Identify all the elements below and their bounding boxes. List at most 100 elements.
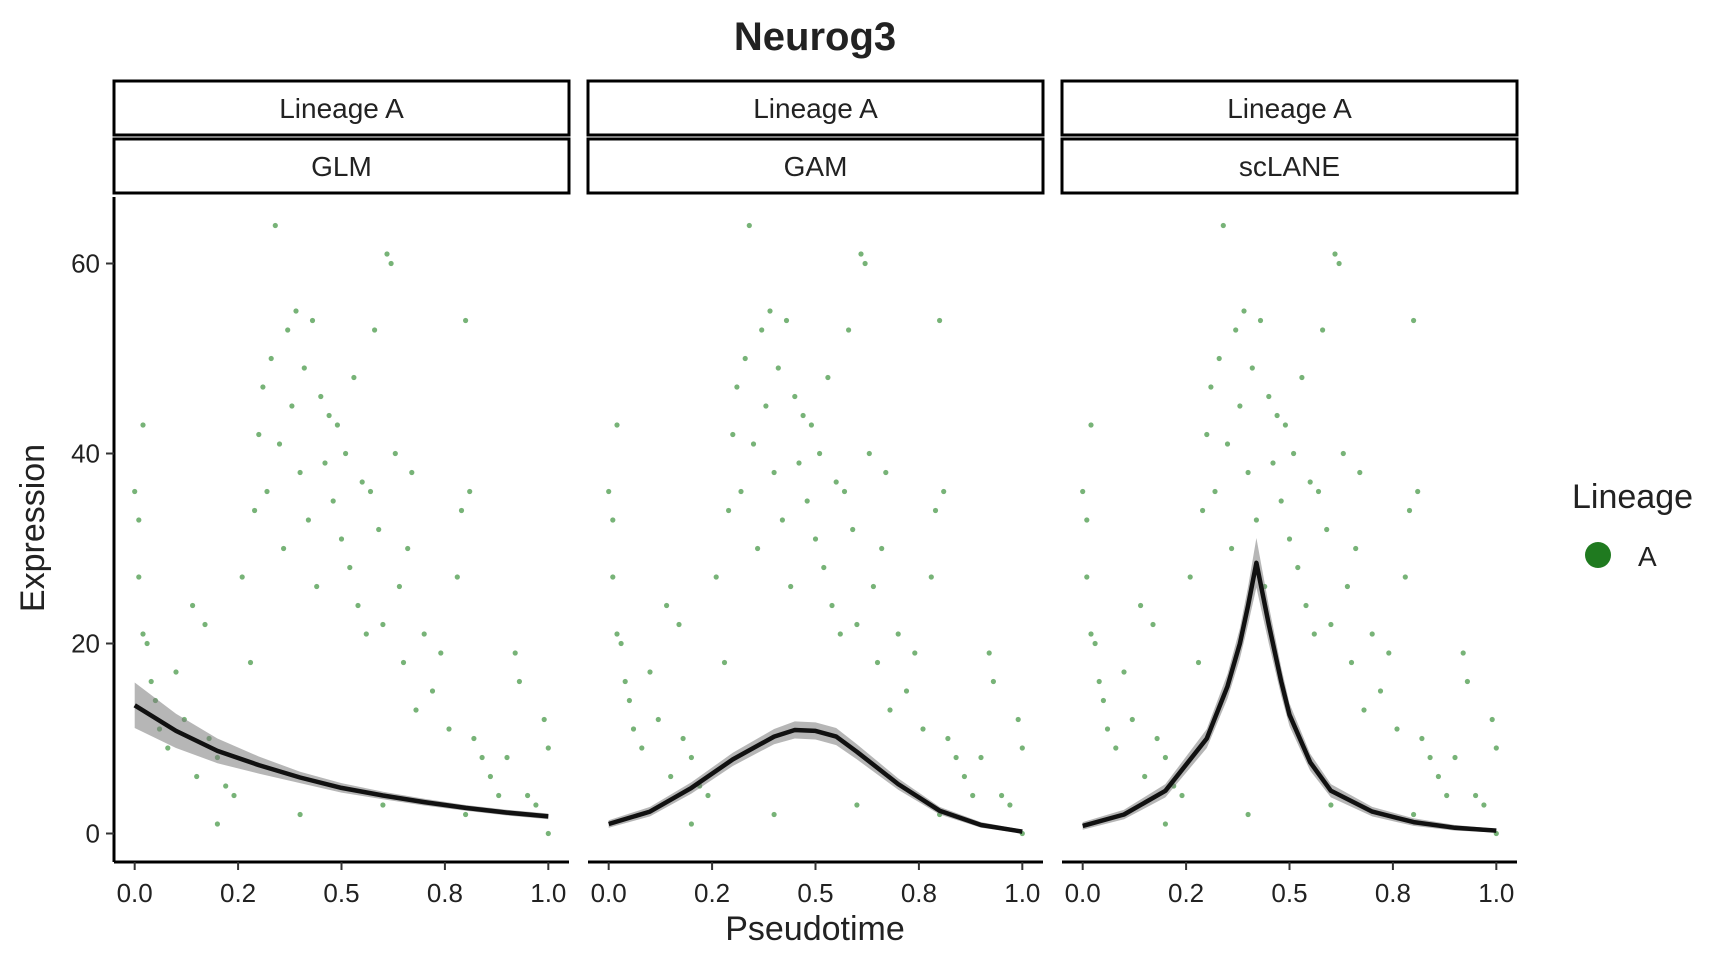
y-axis-title-layer: Expression [14, 444, 52, 612]
data-point [870, 583, 877, 590]
strip-bottom-box [1060, 137, 1519, 195]
data-point [932, 507, 939, 514]
data-point [347, 564, 353, 571]
data-point [812, 536, 819, 542]
panel-2: Lineage A GAM 0.0 0.2 0.5 0.8 1.0 [586, 79, 1045, 908]
data-point [1386, 650, 1392, 656]
legend-key-a [1585, 542, 1611, 568]
x-tick-label: 1.0 [1004, 878, 1040, 908]
data-point [467, 488, 473, 495]
data-point [713, 574, 719, 580]
y-axis: 0 20 40 60 [71, 197, 116, 862]
data-point [1489, 716, 1495, 723]
data-point [808, 422, 815, 428]
data-point [1411, 811, 1417, 818]
data-point [268, 355, 274, 362]
data-point [647, 669, 653, 675]
data-point [409, 469, 415, 476]
data-point [837, 631, 843, 637]
data-point [726, 507, 732, 514]
data-point [978, 754, 984, 761]
data-point [1328, 802, 1334, 808]
y-tick-label: 20 [71, 629, 100, 659]
data-point [1092, 640, 1098, 647]
data-point [1303, 602, 1309, 609]
data-point [429, 688, 436, 694]
data-point [999, 792, 1005, 799]
data-point [1291, 450, 1297, 457]
x-tick-label: 0.2 [220, 878, 256, 908]
x-tick-label: 1.0 [530, 878, 566, 908]
confidence-ribbon [1082, 538, 1497, 833]
data-point [1295, 564, 1301, 571]
strip-bottom-box [112, 137, 571, 195]
data-point [173, 669, 179, 675]
data-point [1204, 431, 1210, 438]
data-point [1336, 260, 1342, 267]
data-point [380, 621, 386, 628]
fit-line [608, 727, 1023, 834]
data-point [334, 422, 340, 428]
strip-bottom: GAM [586, 137, 1045, 195]
x-tick-label: 1.0 [1478, 878, 1514, 908]
data-point [1142, 773, 1148, 780]
panel-1: Lineage A GLM 0.0 0.2 0.5 0.8 1.0 [112, 79, 571, 908]
data-point [1154, 735, 1160, 742]
data-point [1328, 621, 1334, 628]
strip-top-label: Lineage A [1227, 93, 1352, 124]
x-tick-label: 0.8 [427, 878, 463, 908]
data-point [140, 631, 146, 637]
data-point [1299, 374, 1305, 381]
data-point [825, 374, 831, 381]
data-point [895, 631, 901, 637]
panel-3: Lineage A scLANE 0.0 0.2 0.5 0.8 1.0 [1060, 79, 1519, 908]
data-point [1088, 422, 1094, 428]
data-point [276, 441, 283, 447]
y-axis-title: Expression [14, 444, 52, 612]
data-point [1088, 631, 1094, 637]
data-point [252, 507, 258, 514]
data-point [380, 802, 386, 808]
data-point [610, 574, 616, 580]
x-axis: 0.0 0.2 0.5 0.8 1.0 [588, 860, 1043, 908]
data-point [862, 260, 868, 267]
data-point [705, 792, 711, 799]
data-point [446, 726, 452, 732]
data-point [626, 697, 633, 704]
data-point [504, 754, 510, 761]
data-point [471, 735, 477, 742]
data-point [223, 783, 229, 789]
data-point [309, 317, 316, 324]
x-tick-label: 0.8 [901, 878, 937, 908]
data-point [525, 792, 531, 799]
data-point [990, 678, 997, 685]
data-point [945, 735, 951, 742]
panels-layer: Lineage A GLM 0.0 0.2 0.5 0.8 1.0 Lineage A GAM 0… [112, 79, 1519, 908]
data-point [920, 726, 926, 732]
data-point [202, 621, 208, 628]
data-point [622, 678, 628, 685]
x-tick-label: 0.5 [797, 878, 833, 908]
data-point [833, 479, 839, 485]
strip-top-label: Lineage A [753, 93, 878, 124]
data-point [1361, 707, 1367, 713]
data-point [479, 754, 485, 761]
data-point [1084, 517, 1090, 523]
strip-top-label: Lineage A [279, 93, 404, 124]
data-point [1179, 792, 1185, 799]
data-point [1344, 583, 1350, 590]
data-point [454, 574, 460, 580]
data-point [858, 251, 864, 257]
data-point [668, 773, 674, 780]
x-tick-label: 0.0 [591, 878, 627, 908]
data-point [854, 621, 860, 628]
data-point [841, 488, 848, 495]
data-point [688, 754, 695, 761]
data-point [866, 450, 872, 457]
chart-title: Neurog3 [734, 15, 896, 59]
data-point [1104, 726, 1111, 732]
data-point [1096, 678, 1102, 685]
data-point [1415, 488, 1421, 495]
data-point [1212, 488, 1218, 495]
strip-bottom-box [586, 137, 1045, 195]
